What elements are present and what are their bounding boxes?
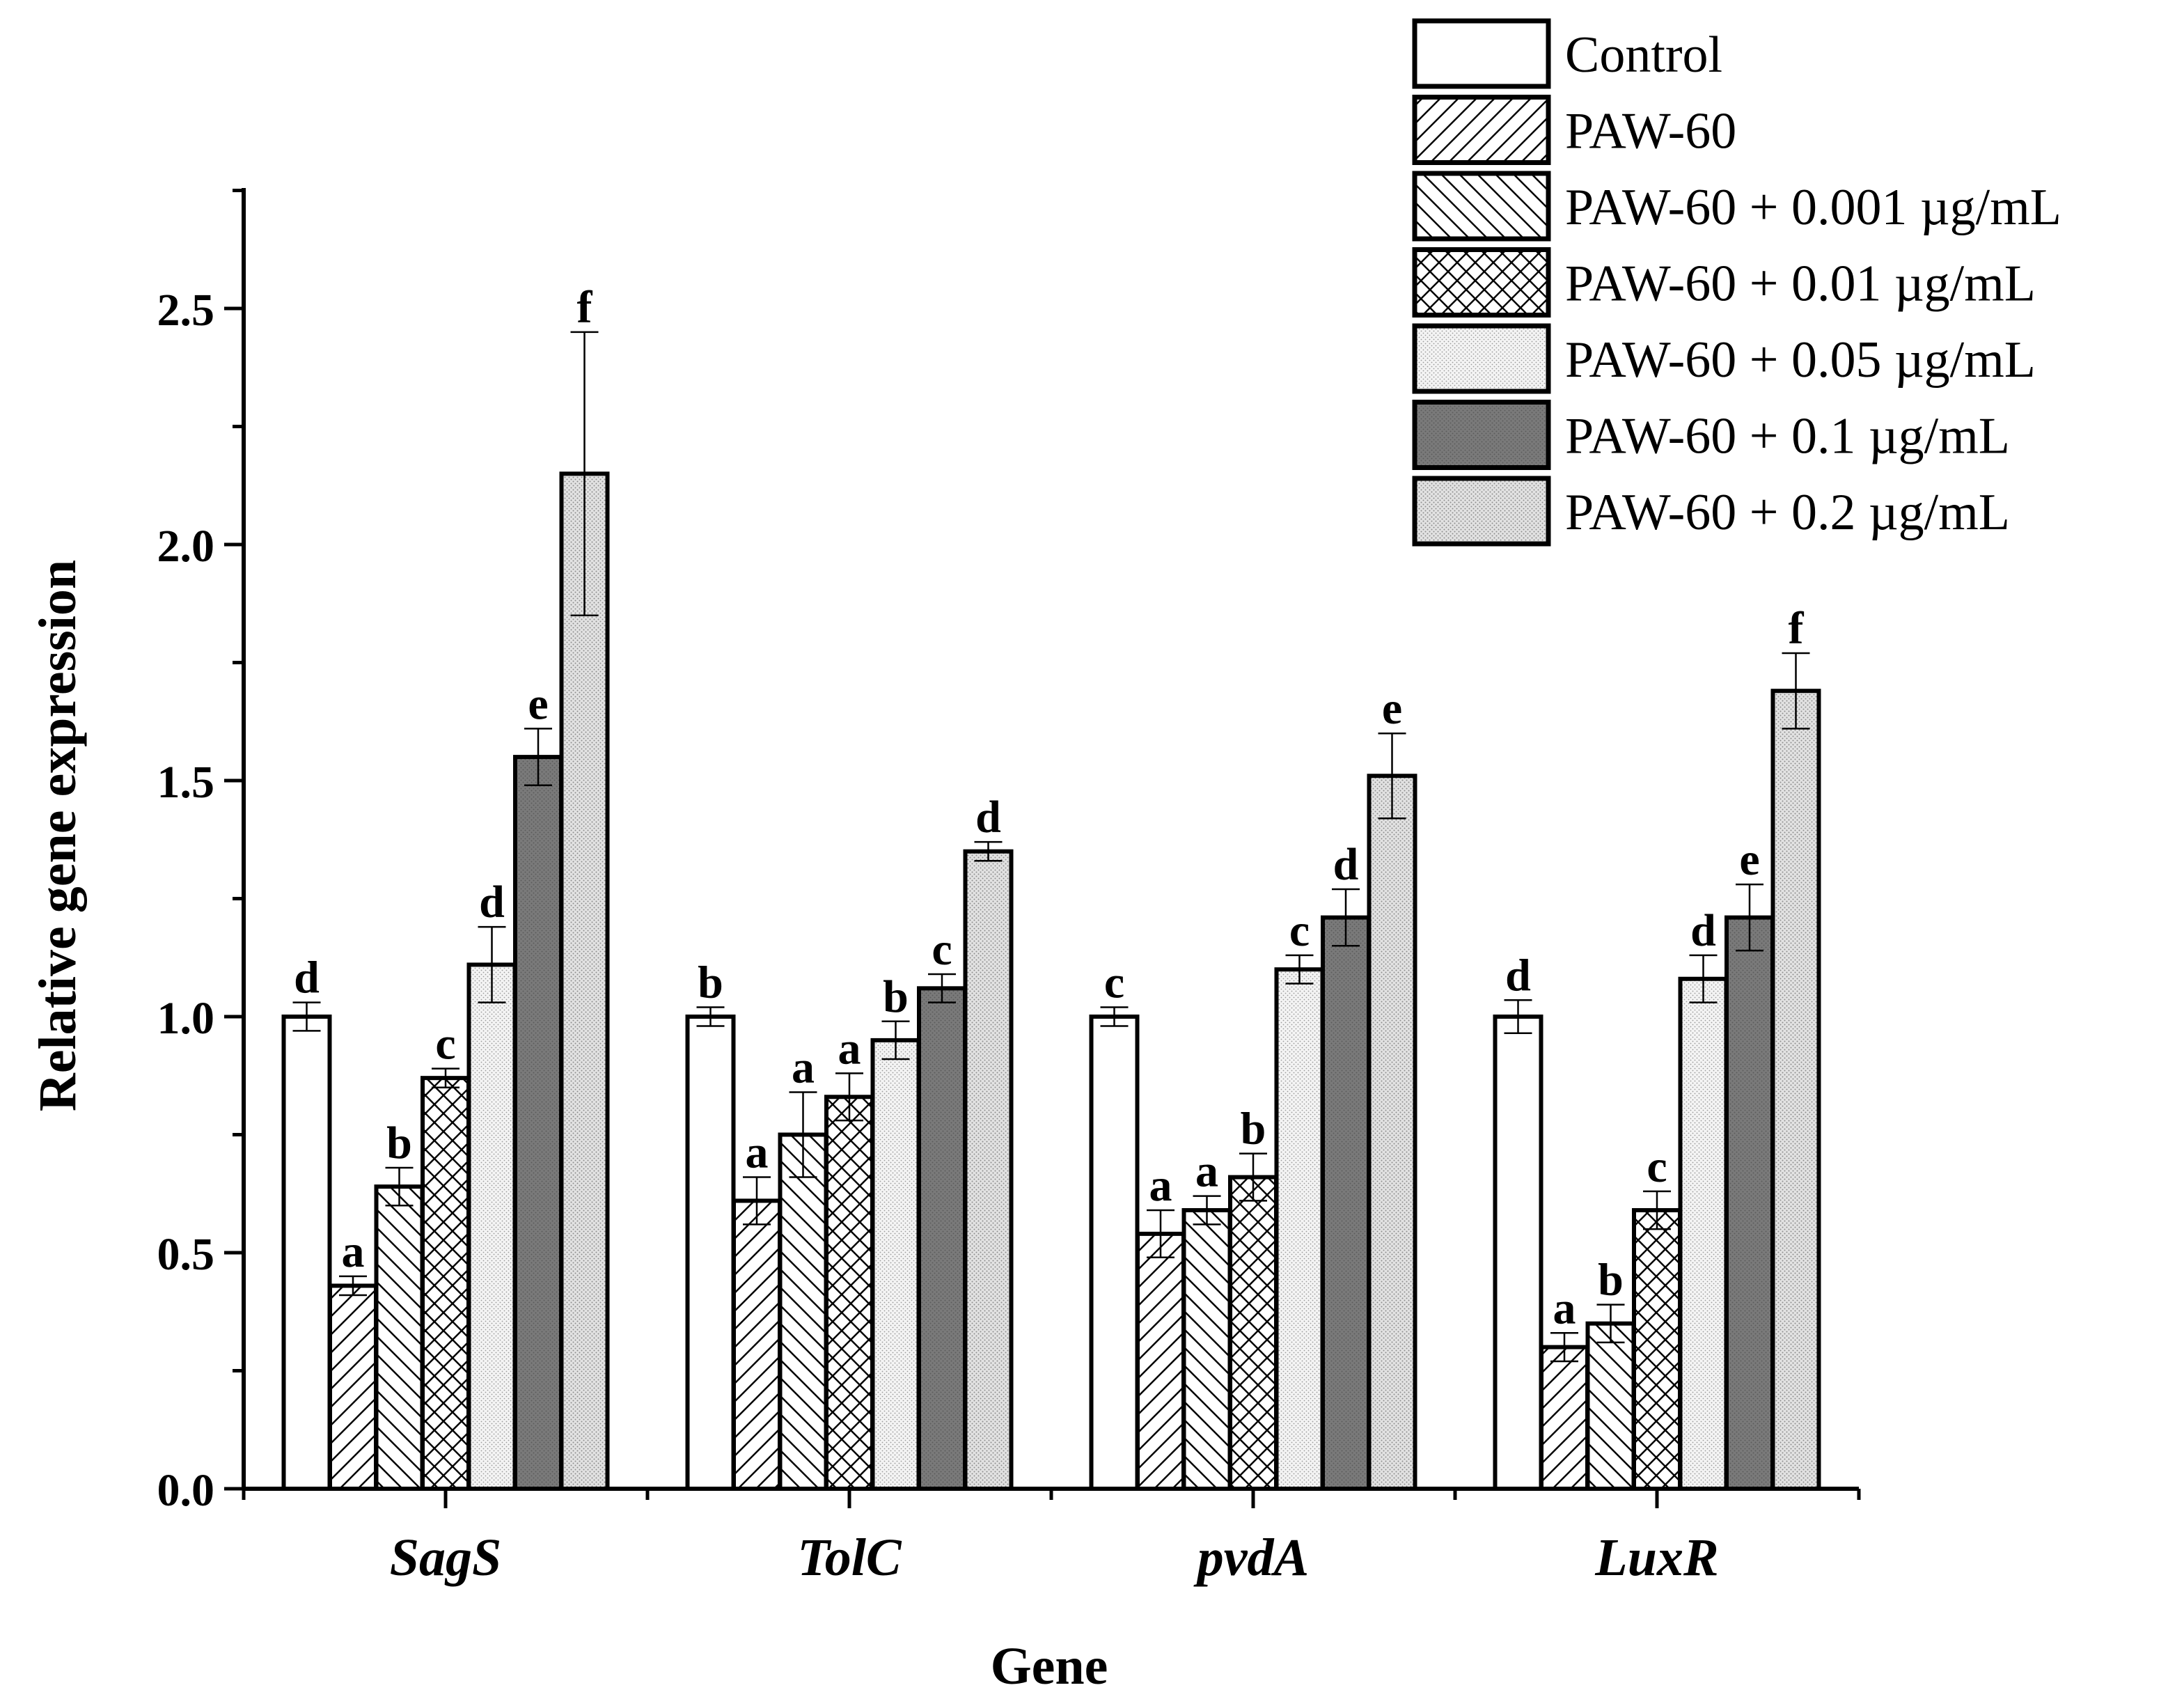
significance-letter: a <box>1149 1160 1172 1211</box>
legend-label: PAW-60 + 0.1 µg/mL <box>1565 408 2010 465</box>
significance-letter: c <box>1289 905 1310 956</box>
significance-letter: b <box>698 957 723 1008</box>
legend-label: PAW-60 + 0.001 µg/mL <box>1565 179 2061 236</box>
significance-letter: d <box>294 953 320 1003</box>
significance-letter: a <box>746 1127 769 1178</box>
bar-SagS-series-4 <box>466 962 517 1492</box>
significance-letter: f <box>577 282 593 333</box>
significance-letter: e <box>1739 834 1759 885</box>
legend-swatch <box>1412 476 1551 547</box>
significance-letter: d <box>975 792 1001 843</box>
bar-LuxR-series-6 <box>1770 689 1821 1491</box>
bar-pvdA-series-5 <box>1321 915 1371 1491</box>
bar-TolC-series-5 <box>917 986 967 1491</box>
x-axis-label: Gene <box>991 1637 1108 1696</box>
significance-letter: f <box>1789 603 1805 654</box>
bar-SagS-series-5 <box>513 755 563 1491</box>
y-tick-label: 2.5 <box>157 285 215 336</box>
legend: Control PAW-60 PAW-60 + 0.001 µg/mL PAW-60 … <box>1412 18 2061 547</box>
significance-letter: a <box>342 1226 365 1277</box>
legend-label: PAW-60 + 0.2 µg/mL <box>1565 484 2010 541</box>
bar-SagS-series-6 <box>559 471 610 1491</box>
bar-TolC-series-4 <box>870 1038 921 1491</box>
bar-LuxR-series-3 <box>1632 1207 1682 1491</box>
bar-pvdA-series-6 <box>1367 774 1417 1491</box>
y-tick-label: 0.0 <box>157 1465 215 1516</box>
bar-LuxR-series-4 <box>1678 976 1729 1491</box>
significance-letter: d <box>1690 905 1716 956</box>
x-tick-label: LuxR <box>1594 1528 1718 1587</box>
significance-letter: b <box>386 1118 412 1168</box>
bar-SagS-series-2 <box>374 1184 425 1491</box>
significance-letter: c <box>435 1019 455 1070</box>
significance-letter: d <box>1505 950 1531 1001</box>
bar-pvdA-series-3 <box>1228 1175 1278 1492</box>
y-axis-label: Relative gene expression <box>29 560 87 1111</box>
bar-SagS-series-3 <box>421 1076 471 1491</box>
significance-letter: c <box>1647 1141 1667 1192</box>
y-tick-label: 2.0 <box>157 521 215 572</box>
significance-letter: a <box>1553 1283 1576 1333</box>
bar-LuxR-series-1 <box>1539 1345 1589 1491</box>
significance-letter: a <box>838 1023 861 1074</box>
significance-letter: c <box>932 924 952 975</box>
significance-letter: a <box>1195 1146 1218 1197</box>
y-tick-label: 0.5 <box>157 1229 215 1280</box>
significance-letter: e <box>1382 683 1402 734</box>
legend-swatch <box>1412 171 1551 242</box>
bar-LuxR-series-5 <box>1725 915 1775 1491</box>
legend-swatch <box>1412 247 1551 318</box>
axes: 0.0 0.5 1.0 1.5 2.0 2.5 SagS TolC pvdA LuxR <box>157 188 1861 1587</box>
legend-swatch <box>1412 18 1551 89</box>
bar-SagS-series-0 <box>281 1015 332 1491</box>
legend-swatch <box>1412 400 1551 470</box>
y-tick-label: 1.5 <box>157 757 215 808</box>
legend-swatch <box>1412 323 1551 394</box>
bar-pvdA-series-2 <box>1181 1207 1232 1491</box>
bar-TolC-series-1 <box>732 1198 782 1492</box>
significance-letter: a <box>792 1042 815 1093</box>
y-tick-label: 1.0 <box>157 993 215 1044</box>
bar-TolC-series-0 <box>685 1015 736 1491</box>
bar-SagS-series-1 <box>328 1283 378 1491</box>
bar-TolC-series-2 <box>778 1132 828 1491</box>
bar-pvdA-series-4 <box>1274 967 1325 1491</box>
x-tick-label: pvdA <box>1193 1528 1309 1587</box>
bar-LuxR-series-0 <box>1493 1015 1543 1491</box>
significance-letter: d <box>1333 839 1359 890</box>
significance-letter: e <box>528 678 548 729</box>
significance-letter: b <box>883 971 909 1022</box>
bar-TolC-series-6 <box>963 849 1014 1491</box>
x-tick-label: TolC <box>797 1528 902 1587</box>
significance-letter: b <box>1598 1255 1624 1306</box>
bar-TolC-series-3 <box>824 1095 874 1491</box>
legend-label: PAW-60 + 0.01 µg/mL <box>1565 256 2036 313</box>
legend-label: PAW-60 + 0.05 µg/mL <box>1565 331 2036 389</box>
legend-label: Control <box>1565 26 1722 84</box>
legend-swatch <box>1412 95 1551 165</box>
x-tick-label: SagS <box>390 1528 502 1587</box>
bar-pvdA-series-1 <box>1136 1231 1186 1491</box>
legend-label: PAW-60 <box>1565 103 1736 160</box>
significance-letter: d <box>479 877 505 928</box>
significance-letter: c <box>1104 957 1124 1008</box>
significance-letter: b <box>1241 1104 1266 1155</box>
bar-pvdA-series-0 <box>1089 1015 1140 1491</box>
bar-LuxR-series-2 <box>1585 1321 1636 1491</box>
